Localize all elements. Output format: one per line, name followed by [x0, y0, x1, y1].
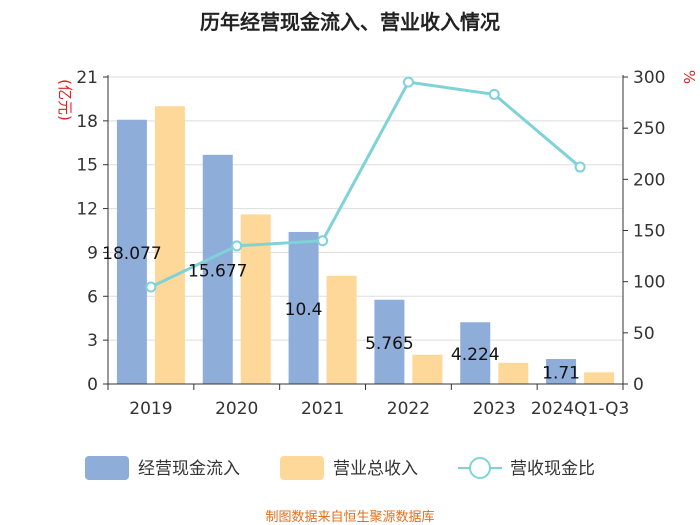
bar-revenue — [584, 372, 615, 384]
bar-cash-inflow — [374, 299, 405, 384]
ratio-point — [574, 161, 586, 173]
right-tick-label: 50 — [633, 324, 655, 344]
bar-revenue — [240, 214, 271, 384]
left-tick-label: 18 — [76, 112, 98, 132]
legend-swatch-revenue — [280, 456, 324, 480]
bars — [116, 106, 615, 384]
x-tick-label: 2022 — [387, 399, 430, 419]
right-axis-unit: % — [680, 70, 698, 84]
ratio-series-line — [150, 80, 582, 289]
data-label-cash-inflow: 5.765 — [365, 334, 414, 354]
legend-label-cash-inflow: 经营现金流入 — [138, 459, 240, 479]
ratio-point — [402, 76, 414, 88]
right-tick-label: 0 — [633, 375, 644, 395]
ratio-point — [488, 88, 500, 100]
right-tick-label: 250 — [633, 119, 665, 139]
ratio-point — [145, 281, 157, 293]
source-note: 制图数据来自恒生聚源数据库 — [265, 510, 435, 525]
bar-cash-inflow — [288, 231, 319, 384]
bar-cash-inflow — [116, 119, 147, 384]
left-tick-label: 9 — [87, 243, 98, 263]
left-tick-label: 6 — [87, 287, 98, 307]
data-label-cash-inflow: 10.4 — [285, 300, 323, 320]
bar-cash-inflow — [202, 154, 233, 384]
left-tick-label: 12 — [76, 200, 98, 220]
right-tick-label: 200 — [633, 170, 665, 190]
ratio-line — [145, 76, 586, 293]
bar-cash-inflow — [546, 359, 577, 384]
ratio-point — [317, 235, 329, 247]
x-tick-label: 2024Q1-Q3 — [531, 399, 629, 419]
left-tick-label: 15 — [76, 156, 98, 176]
data-label-cash-inflow: 15.677 — [188, 261, 247, 281]
left-tick-label: 21 — [76, 68, 98, 88]
chart-title: 历年经营现金流入、营业收入情况 — [200, 10, 500, 34]
right-tick-label: 100 — [633, 273, 665, 293]
bar-cash-inflow — [460, 322, 491, 384]
left-tick-label: 3 — [87, 331, 98, 351]
bar-revenue — [326, 275, 357, 384]
bar-revenue — [154, 106, 185, 384]
legend-swatch-ratio-marker — [469, 457, 491, 479]
left-axis-unit: (亿元) — [56, 79, 74, 121]
ratio-point — [231, 240, 243, 252]
x-tick-label: 2020 — [215, 399, 258, 419]
left-tick-label: 0 — [87, 375, 98, 395]
data-label-cash-inflow: 4.224 — [451, 345, 500, 365]
bar-revenue — [412, 354, 443, 384]
data-label-cash-inflow: 1.71 — [542, 364, 580, 384]
x-tick-label: 2023 — [473, 399, 516, 419]
legend-swatch-cash-inflow — [85, 456, 129, 480]
bar-revenue — [498, 362, 529, 384]
legend-label-ratio: 营收现金比 — [510, 459, 595, 479]
axes: 0 3 6 9 12 15 18 21 0 50 100 150 200 250 300 (亿元)% 2019 2… — [56, 68, 698, 419]
x-tick-label: 2019 — [129, 399, 172, 419]
right-tick-label: 300 — [633, 68, 665, 88]
legend: 经营现金流入 营业总收入 营收现金比 — [85, 456, 595, 480]
legend-label-revenue: 营业总收入 — [333, 459, 418, 479]
right-tick-label: 150 — [633, 222, 665, 242]
data-label-cash-inflow: 18.077 — [102, 244, 161, 264]
x-tick-label: 2021 — [301, 399, 344, 419]
data-labels: 18.077 15.677 10.4 5.765 4.224 1.71 — [102, 244, 580, 384]
